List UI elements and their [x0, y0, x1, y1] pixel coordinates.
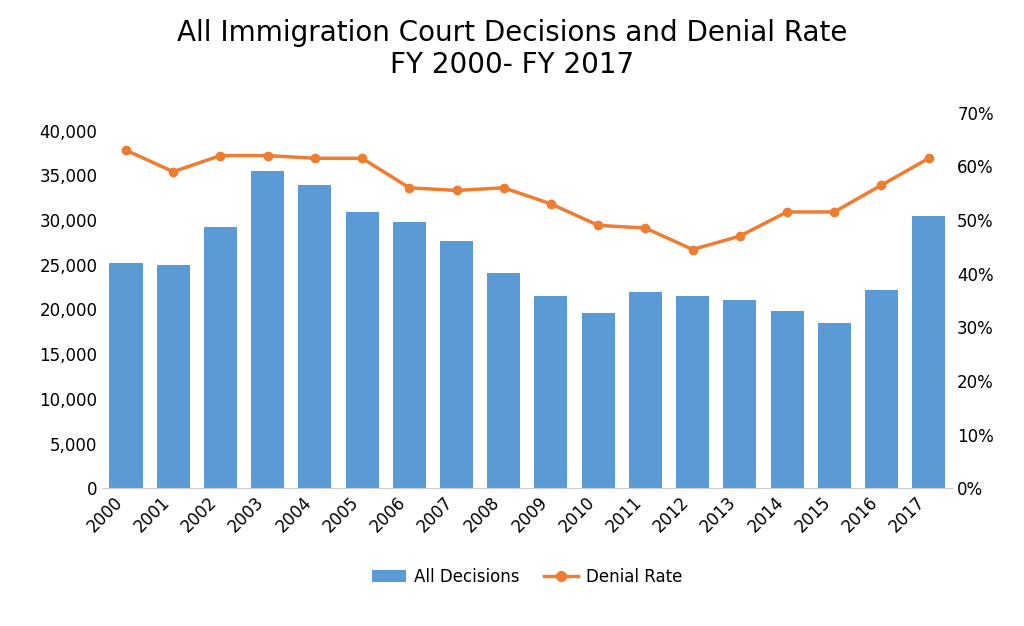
- Bar: [345, 212, 379, 488]
- Bar: [440, 240, 473, 488]
- Bar: [251, 171, 285, 488]
- Bar: [676, 296, 710, 488]
- Bar: [157, 265, 189, 488]
- Bar: [535, 296, 567, 488]
- Bar: [770, 311, 804, 488]
- Legend: All Decisions, Denial Rate: All Decisions, Denial Rate: [366, 562, 689, 593]
- Bar: [818, 323, 851, 488]
- Bar: [298, 185, 332, 488]
- Bar: [487, 273, 520, 488]
- Bar: [110, 263, 142, 488]
- Text: All Immigration Court Decisions and Denial Rate
FY 2000- FY 2017: All Immigration Court Decisions and Deni…: [177, 19, 847, 79]
- Bar: [393, 222, 426, 488]
- Bar: [204, 227, 237, 488]
- Bar: [723, 300, 757, 488]
- Bar: [582, 313, 614, 488]
- Bar: [865, 290, 898, 488]
- Bar: [912, 217, 945, 488]
- Bar: [629, 292, 662, 488]
